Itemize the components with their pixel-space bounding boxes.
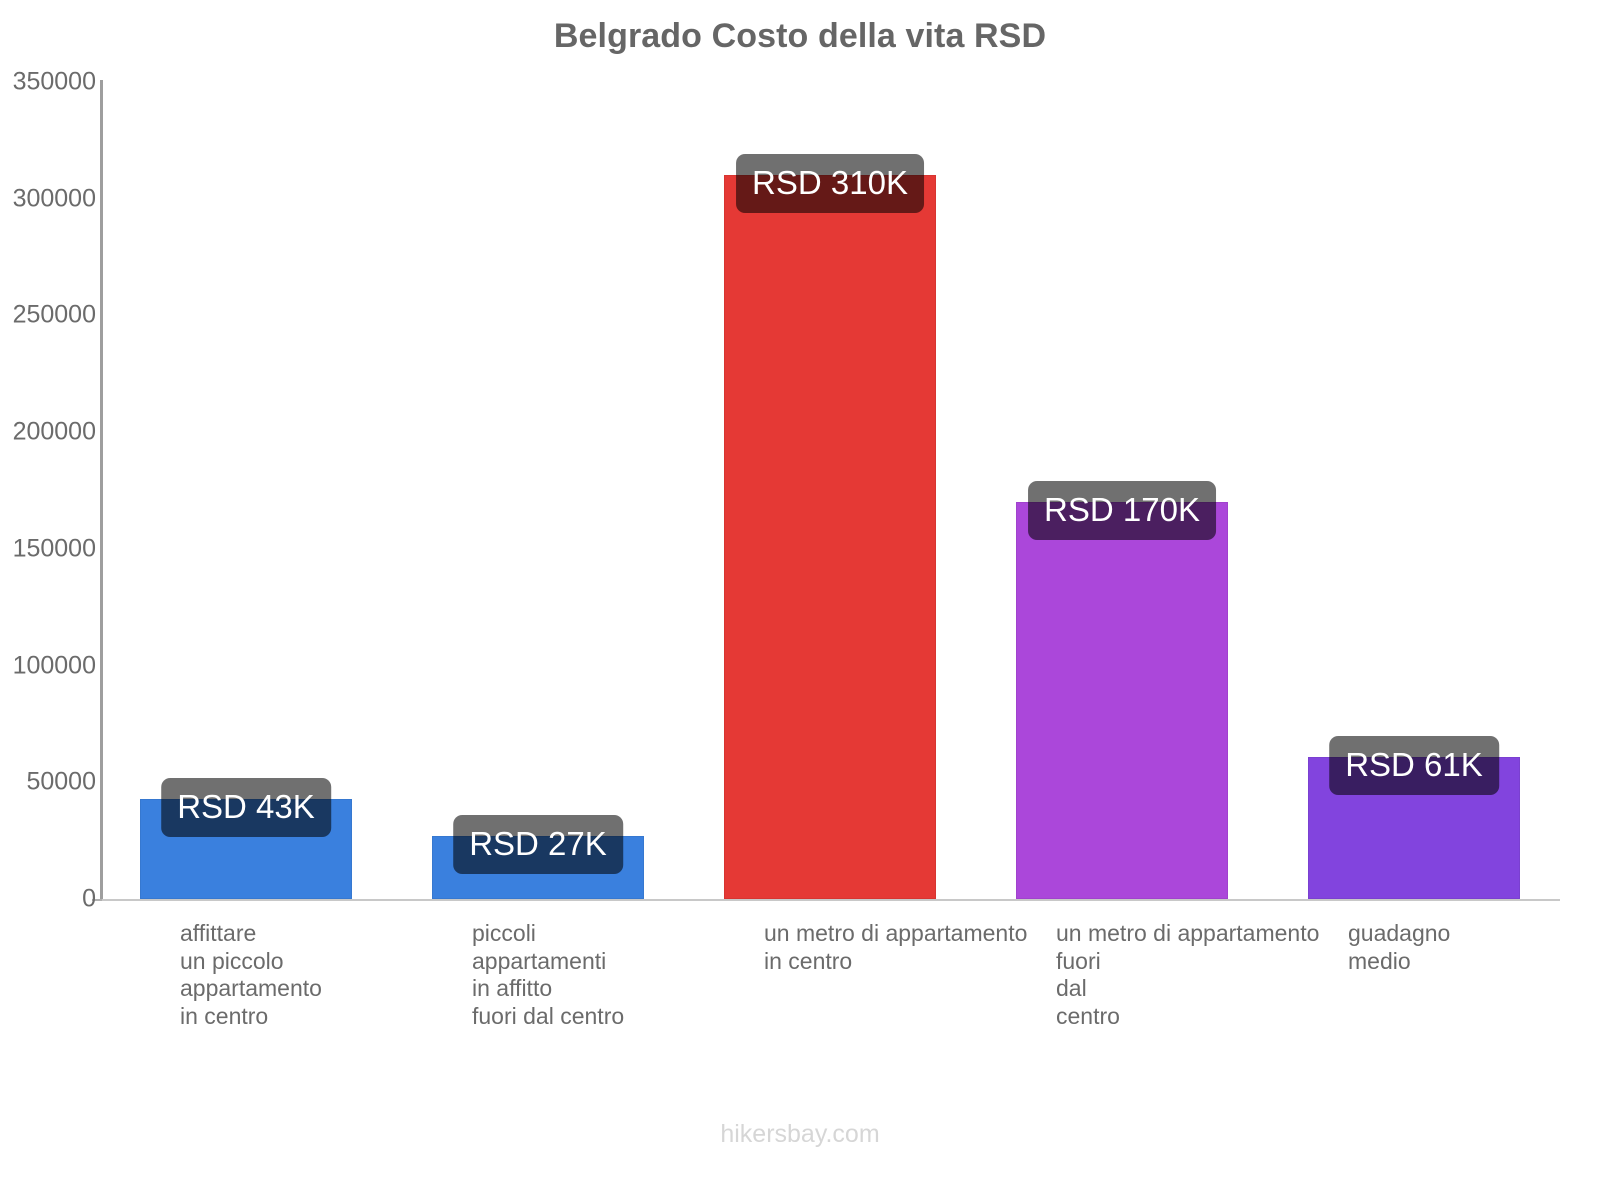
bar-value-label: RSD 61K [1329,735,1499,795]
x-axis-category-label: un metro di appartamento fuori dal centr… [1056,920,1320,1029]
bar-value-label: RSD 170K [1028,481,1216,541]
y-axis-tick-label: 200000 [12,417,96,446]
x-axis-category-label: affittare un piccolo appartamento in cen… [180,920,322,1029]
x-axis-line [100,899,1560,901]
bar[interactable] [724,175,936,899]
y-axis-zero-tick [92,899,102,901]
y-axis-tick-label: 150000 [12,534,96,563]
x-axis-category-label: un metro di appartamento in centro [764,920,1028,974]
y-axis-tick-label: 0 [82,884,96,913]
x-axis-category-label: piccoli appartamenti in affitto fuori da… [472,920,625,1029]
plot-area: RSD 43K RSD 27K RSD 310K RSD 170K RSD 61K [100,82,1560,899]
y-axis-tick-label: 100000 [12,651,96,680]
watermark-text: hikersbay.com [720,1120,880,1148]
y-axis-tick-label: 350000 [12,67,96,96]
y-axis-tick-labels: 0 50000 100000 150000 200000 250000 300000 3500… [0,0,96,1200]
y-axis-tick-label: 50000 [26,767,96,796]
y-axis-line [100,80,103,901]
chart-title: Belgrado Costo della vita RSD [553,17,1047,55]
y-axis-tick-label: 250000 [12,300,96,329]
bar[interactable] [1016,502,1228,899]
y-axis-tick-label: 300000 [12,184,96,213]
bar-value-label: RSD 27K [453,814,623,874]
x-axis-category-label: guadagno medio [1348,920,1451,974]
bar-value-label: RSD 43K [161,777,331,837]
bar-value-label: RSD 310K [736,154,924,214]
